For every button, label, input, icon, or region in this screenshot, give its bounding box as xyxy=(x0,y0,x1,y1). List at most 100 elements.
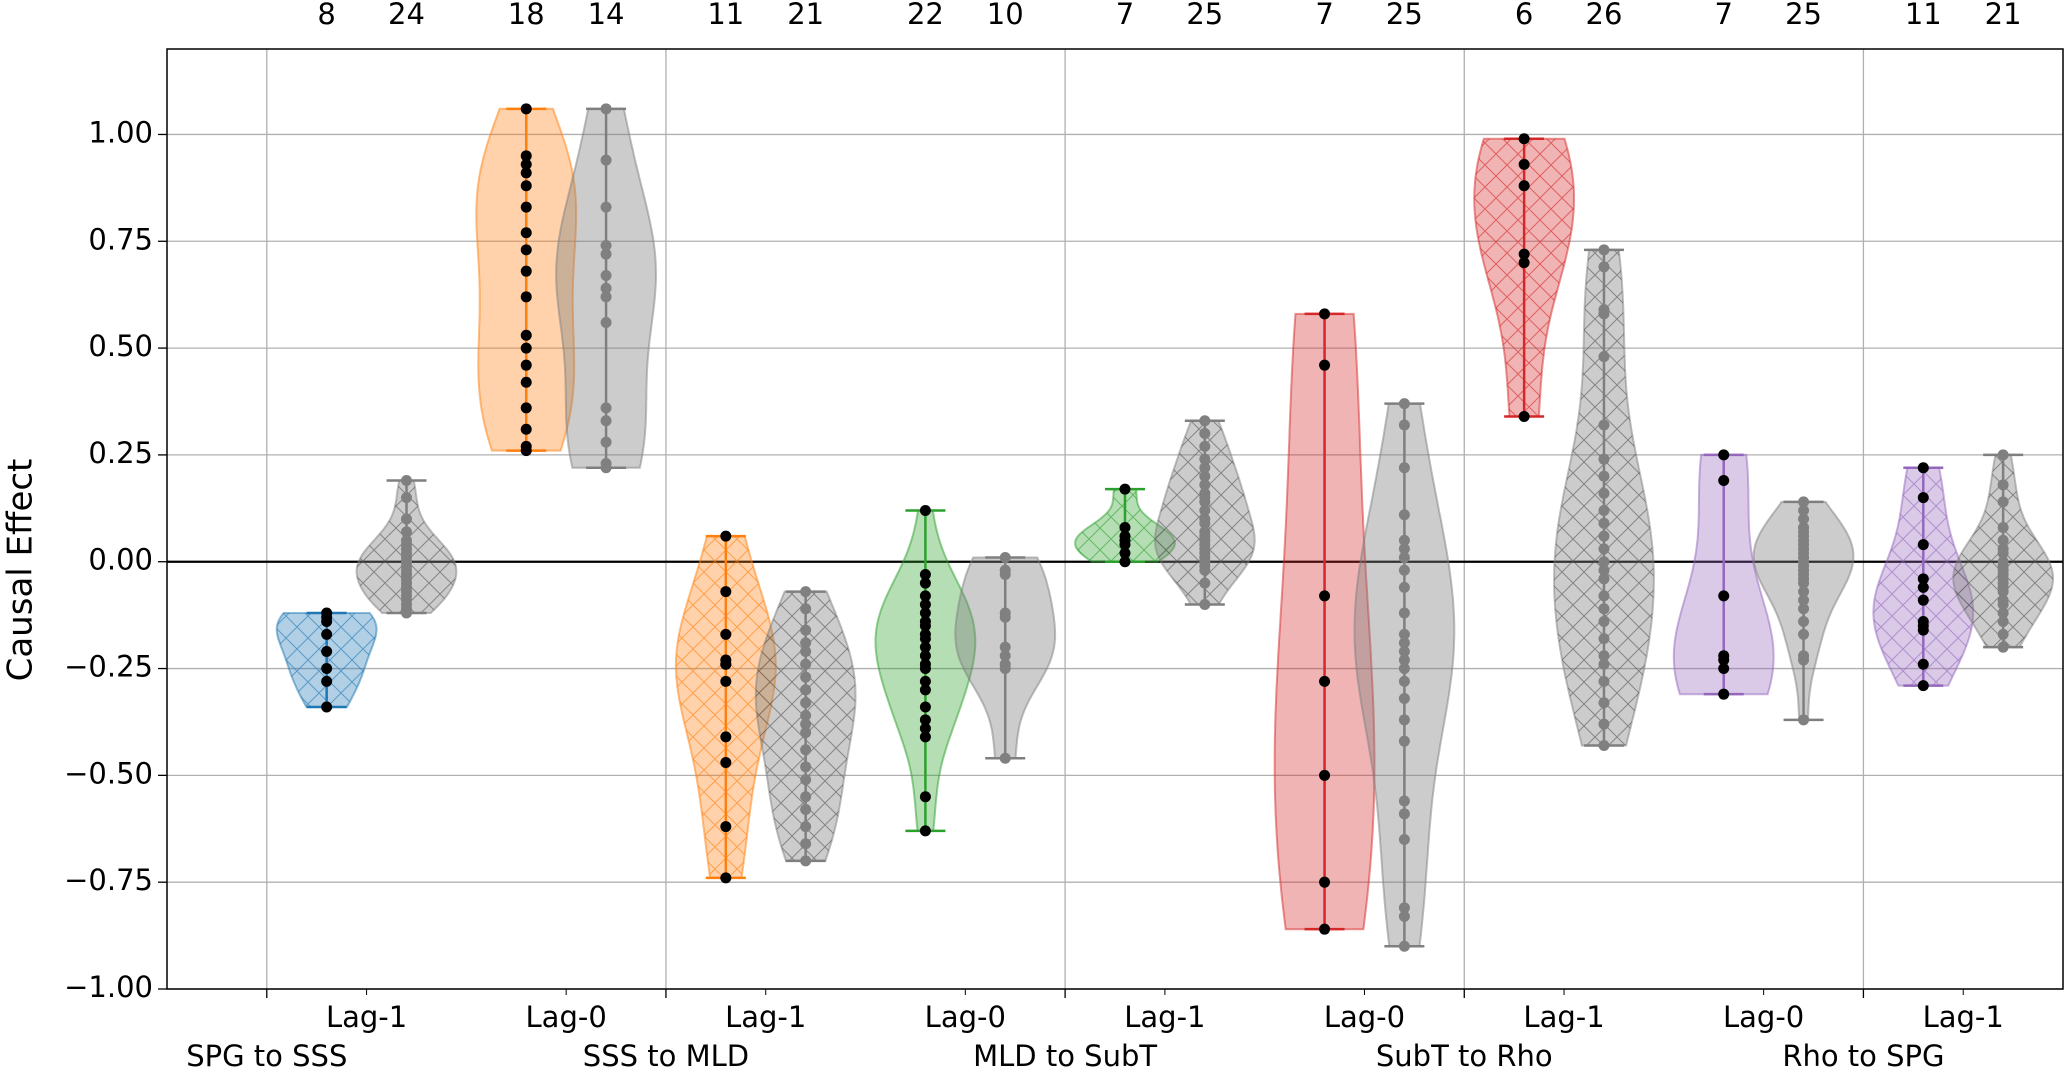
point xyxy=(919,731,931,743)
point xyxy=(1398,645,1410,657)
count-label: 10 xyxy=(987,0,1024,31)
point xyxy=(1398,675,1410,687)
point xyxy=(999,611,1011,623)
point xyxy=(600,269,612,281)
point xyxy=(800,821,812,833)
point xyxy=(520,150,532,162)
point xyxy=(600,462,612,474)
point xyxy=(1398,735,1410,747)
point xyxy=(720,757,732,769)
point xyxy=(1119,522,1131,534)
point xyxy=(1199,504,1211,516)
point xyxy=(520,265,532,277)
point xyxy=(1398,543,1410,555)
point xyxy=(800,624,812,636)
count-label: 6 xyxy=(1515,0,1533,31)
point xyxy=(919,577,931,589)
count-label: 14 xyxy=(588,0,625,31)
point xyxy=(1997,628,2009,640)
point xyxy=(520,158,532,170)
point xyxy=(1598,487,1610,499)
point xyxy=(919,663,931,675)
count-label: 7 xyxy=(1315,0,1333,31)
y-tick-label: 0.50 xyxy=(88,329,153,363)
point xyxy=(1518,410,1530,422)
point xyxy=(800,791,812,803)
plot-frame xyxy=(166,48,2064,990)
point xyxy=(1398,795,1410,807)
point xyxy=(919,701,931,713)
count-label: 24 xyxy=(388,0,425,31)
point xyxy=(1199,564,1211,576)
point xyxy=(1518,248,1530,260)
point xyxy=(400,513,412,525)
point xyxy=(1398,551,1410,563)
point xyxy=(720,628,732,640)
point xyxy=(1398,509,1410,521)
point xyxy=(1199,428,1211,440)
point xyxy=(919,714,931,726)
point xyxy=(1798,496,1810,508)
point xyxy=(1598,517,1610,529)
point xyxy=(720,530,732,542)
point xyxy=(1718,590,1730,602)
point xyxy=(1398,714,1410,726)
point xyxy=(520,291,532,303)
x-tick-label: Lag-0 xyxy=(925,1000,1006,1034)
point xyxy=(1917,492,1929,504)
point xyxy=(1917,539,1929,551)
point xyxy=(1319,769,1331,781)
point xyxy=(720,731,732,743)
point xyxy=(1598,543,1610,555)
point xyxy=(520,227,532,239)
point xyxy=(400,526,412,538)
count-label: 7 xyxy=(1714,0,1732,31)
point xyxy=(1997,616,2009,628)
point xyxy=(1319,675,1331,687)
count-label: 11 xyxy=(1905,0,1942,31)
point xyxy=(1119,483,1131,495)
point xyxy=(1398,564,1410,576)
point xyxy=(1598,697,1610,709)
point xyxy=(1119,547,1131,559)
point xyxy=(800,804,812,816)
y-tick-label: 0.25 xyxy=(88,436,153,470)
point xyxy=(1598,616,1610,628)
point xyxy=(1598,470,1610,482)
point xyxy=(1997,479,2009,491)
point xyxy=(1917,658,1929,670)
point xyxy=(1598,658,1610,670)
point xyxy=(321,616,333,628)
point xyxy=(1598,633,1610,645)
x-tick-label: Lag-1 xyxy=(1124,1000,1205,1034)
point xyxy=(800,658,812,670)
point xyxy=(321,675,333,687)
point xyxy=(1598,351,1610,363)
point xyxy=(720,675,732,687)
point xyxy=(321,645,333,657)
point xyxy=(1997,641,2009,653)
point xyxy=(1398,637,1410,649)
point xyxy=(600,103,612,115)
point xyxy=(919,650,931,662)
point xyxy=(520,445,532,457)
point xyxy=(1319,923,1331,935)
point xyxy=(1598,590,1610,602)
y-tick-label: −0.75 xyxy=(64,863,153,897)
point xyxy=(1598,453,1610,465)
point xyxy=(1398,940,1410,952)
point xyxy=(1199,598,1211,610)
x-tick-label: Lag-1 xyxy=(326,1000,407,1034)
point xyxy=(1798,654,1810,666)
point xyxy=(919,607,931,619)
point xyxy=(1997,534,2009,546)
point xyxy=(800,586,812,598)
point xyxy=(600,291,612,303)
point xyxy=(720,586,732,598)
point xyxy=(600,436,612,448)
count-label: 25 xyxy=(1186,0,1223,31)
y-tick-label: −0.50 xyxy=(64,756,153,790)
point xyxy=(800,727,812,739)
point xyxy=(400,475,412,487)
